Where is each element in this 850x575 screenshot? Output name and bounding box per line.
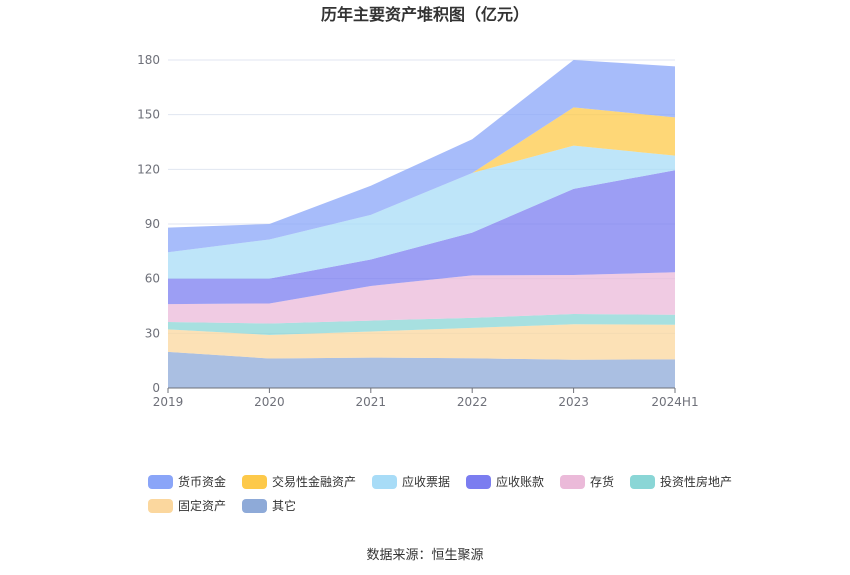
area-series-0 [168, 351, 675, 388]
legend-item[interactable]: 货币资金 [148, 474, 226, 489]
x-tick-label: 2022 [457, 395, 488, 409]
y-tick-label: 30 [145, 326, 160, 340]
area-series-4 [168, 170, 675, 305]
area-series [168, 60, 675, 388]
y-tick-label: 180 [137, 53, 160, 67]
legend-item[interactable]: 其它 [242, 498, 296, 513]
legend-label: 投资性房地产 [660, 474, 732, 489]
chart-title: 历年主要资产堆积图（亿元） [321, 5, 529, 24]
x-tick-label: 2023 [558, 395, 589, 409]
legend-label: 应收账款 [496, 474, 544, 489]
legend-label: 存货 [590, 474, 614, 489]
y-tick-label: 60 [145, 272, 160, 286]
x-tick-label: 2024H1 [651, 395, 698, 409]
legend-item[interactable]: 投资性房地产 [630, 474, 732, 489]
x-tick-label: 2019 [153, 395, 184, 409]
y-tick-label: 0 [152, 381, 160, 395]
area-series-6 [168, 107, 675, 253]
legend-item[interactable]: 应收账款 [466, 474, 544, 489]
legend-swatch [466, 475, 491, 489]
legend-label: 交易性金融资产 [272, 474, 356, 489]
legend-item[interactable]: 交易性金融资产 [242, 474, 356, 489]
axes: 0 30 60 90 120 150 180 2019 2020 2021 2022 2023 2024… [137, 53, 699, 409]
y-tick-label: 90 [145, 217, 160, 231]
y-tick-label: 120 [137, 162, 160, 176]
data-source: 数据来源：恒生聚源 [366, 548, 483, 563]
legend-item[interactable]: 应收票据 [372, 474, 450, 489]
x-tick-label: 2020 [254, 395, 285, 409]
legend-swatch [242, 499, 267, 513]
area-series-7 [168, 60, 675, 253]
legend-label: 其它 [272, 498, 296, 513]
legend-swatch [242, 475, 267, 489]
legend-swatch [630, 475, 655, 489]
legend-swatch [372, 475, 397, 489]
legend-label: 货币资金 [178, 474, 226, 489]
area-series-3 [168, 272, 675, 324]
area-series-1 [168, 324, 675, 360]
legend-label: 固定资产 [178, 498, 226, 513]
legend-label: 应收票据 [402, 474, 450, 489]
legend-swatch [148, 499, 173, 513]
area-series-5 [168, 145, 675, 279]
x-tick-label: 2021 [356, 395, 387, 409]
legend-swatch [560, 475, 585, 489]
legend-swatch [148, 475, 173, 489]
area-series-2 [168, 314, 675, 335]
legend-item[interactable]: 固定资产 [148, 498, 226, 513]
legend-item[interactable]: 存货 [560, 474, 614, 489]
y-tick-label: 150 [137, 108, 160, 122]
